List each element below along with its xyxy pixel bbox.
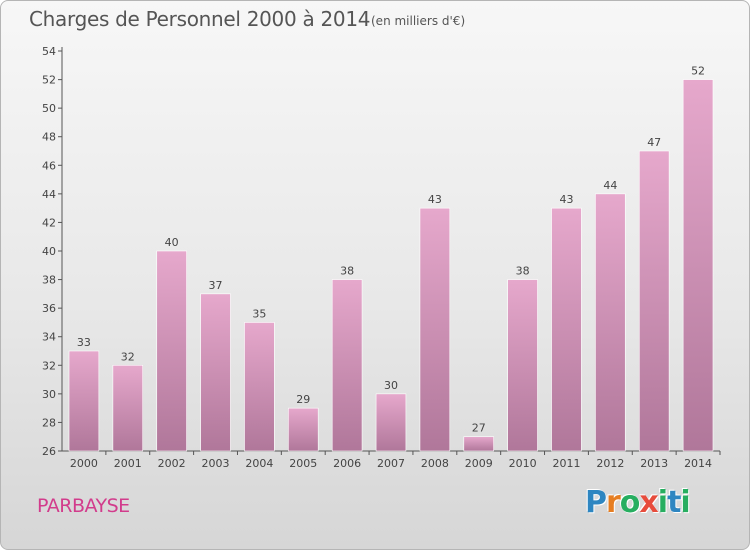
x-tick-label-2000: 2000 <box>70 457 98 470</box>
y-tick-label: 26 <box>42 445 56 458</box>
x-tick-label-2011: 2011 <box>552 457 580 470</box>
value-label-2009: 27 <box>472 422 486 435</box>
value-label-2005: 29 <box>296 393 310 406</box>
x-tick-label-2006: 2006 <box>333 457 361 470</box>
x-tick-label-2007: 2007 <box>377 457 405 470</box>
bar-2014 <box>682 79 714 452</box>
y-tick-label: 52 <box>42 74 56 87</box>
chart-value-labels: 33 32 40 37 35 29 38 30 43 27 38 43 44 47 52 <box>77 65 705 435</box>
value-label-2008: 43 <box>428 193 442 206</box>
value-label-2000: 33 <box>77 336 91 349</box>
bar-2005 <box>288 407 319 452</box>
x-tick-label-2008: 2008 <box>421 457 449 470</box>
x-tick-label-2001: 2001 <box>114 457 142 470</box>
bar-2000 <box>68 350 100 452</box>
chart-axes: 26 28 30 32 34 36 38 40 42 44 46 48 50 52 54 2000 2001 20… <box>42 45 721 470</box>
logo-letter: i <box>680 485 690 520</box>
x-tick-label-2005: 2005 <box>289 457 317 470</box>
x-tick-label-2014: 2014 <box>684 457 712 470</box>
proxiti-logo: Proxiti <box>585 485 691 520</box>
x-tick-label-2003: 2003 <box>202 457 230 470</box>
bar-2009 <box>463 436 494 452</box>
value-label-2011: 43 <box>559 193 573 206</box>
value-label-2012: 44 <box>603 179 617 192</box>
bar-2008 <box>419 207 451 452</box>
bar-2012 <box>595 193 626 452</box>
y-tick-label: 38 <box>42 274 56 287</box>
value-label-2010: 38 <box>516 265 530 278</box>
y-tick-label: 30 <box>42 388 56 401</box>
y-tick-label: 48 <box>42 131 56 144</box>
value-label-2007: 30 <box>384 379 398 392</box>
bar-2010 <box>507 279 538 452</box>
value-label-2001: 32 <box>121 350 135 363</box>
logo-letter: x <box>639 485 658 520</box>
chart-bars <box>68 79 714 452</box>
y-tick-label: 54 <box>42 45 56 58</box>
y-tick-label: 36 <box>42 302 56 315</box>
bar-2013 <box>638 150 670 452</box>
logo-letter: o <box>619 485 641 520</box>
y-tick-label: 32 <box>42 359 56 372</box>
logo-letter: P <box>585 485 607 520</box>
y-tick-label: 40 <box>42 245 56 258</box>
bar-2006 <box>331 279 363 452</box>
y-tick-label: 42 <box>42 216 56 229</box>
y-tick-label: 46 <box>42 159 56 172</box>
bar-2002 <box>156 250 187 452</box>
bar-2011 <box>551 207 582 452</box>
y-tick-label: 28 <box>42 416 56 429</box>
value-label-2004: 35 <box>252 307 266 320</box>
x-tick-label-2002: 2002 <box>158 457 186 470</box>
x-tick-label-2013: 2013 <box>640 457 668 470</box>
bar-2007 <box>375 393 407 452</box>
logo-letter: t <box>667 485 681 520</box>
bar-2004 <box>244 322 275 452</box>
bar-2001 <box>112 364 144 452</box>
value-label-2006: 38 <box>340 265 354 278</box>
commune-name: PARBAYSE <box>37 495 130 517</box>
x-tick-label-2009: 2009 <box>465 457 493 470</box>
value-label-2003: 37 <box>209 279 223 292</box>
chart-title: Charges de Personnel 2000 à 2014 <box>29 7 371 31</box>
value-label-2002: 40 <box>165 236 179 249</box>
y-tick-label: 50 <box>42 102 56 115</box>
y-tick-label: 44 <box>42 188 56 201</box>
bar-2003 <box>200 293 231 452</box>
y-tick-label: 34 <box>42 331 56 344</box>
logo-letter: r <box>606 485 621 520</box>
logo-letter: i <box>657 485 668 520</box>
chart-subtitle: (en milliers d'€) <box>371 14 466 28</box>
x-tick-label-2004: 2004 <box>245 457 273 470</box>
value-label-2014: 52 <box>691 65 705 78</box>
x-tick-label-2010: 2010 <box>509 457 537 470</box>
value-label-2013: 47 <box>647 136 661 149</box>
x-tick-label-2012: 2012 <box>596 457 624 470</box>
